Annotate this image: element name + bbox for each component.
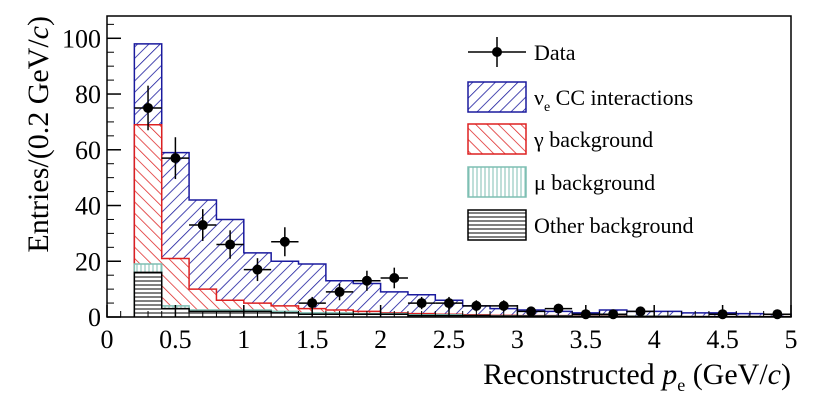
x-tick-label: 5 (785, 325, 798, 354)
data-point (271, 227, 299, 257)
data-marker (170, 153, 181, 164)
data-marker (307, 298, 318, 309)
legend-nue-symbol: ν (534, 85, 544, 110)
data-marker (197, 220, 208, 231)
legend-label-other: Other background (534, 213, 693, 238)
y-tick-label: 80 (75, 80, 101, 109)
legend-entry-data: Data (468, 37, 576, 67)
legend-entry-mu: μ background (467, 166, 655, 198)
x-tick-label: 3 (511, 325, 524, 354)
data-marker (389, 272, 400, 283)
bar-fill-gamma (134, 124, 792, 317)
data-marker (471, 300, 482, 311)
data-point (134, 85, 162, 131)
axis-ticks: 0 0.5 1 1.5 2 2.5 3 3.5 4 4.5 5 0 20 40 60 80 100 (62, 23, 798, 354)
x-tick-label: 0.5 (159, 325, 192, 354)
x-title-sub: e (677, 375, 685, 395)
data-point (243, 258, 272, 282)
legend-entry-nue: νe CC interactions (467, 81, 693, 115)
x-tick-label: 4.5 (706, 325, 739, 354)
data-marker (143, 102, 154, 113)
legend-entry-other: Other background (467, 209, 693, 241)
x-tick-label: 0 (101, 325, 114, 354)
data-point (407, 296, 436, 310)
x-title-prefix: Reconstructed (483, 358, 662, 391)
y-tick-label: 20 (75, 247, 101, 276)
x-tick-label: 2.5 (433, 325, 466, 354)
legend-swatch-other (467, 209, 527, 241)
data-marker (225, 239, 236, 250)
data-point (490, 300, 518, 312)
legend-entry-gamma: γ background (467, 123, 653, 155)
data-marker (334, 286, 345, 297)
data-point (353, 270, 381, 291)
y-axis-title: Entries/(0.2 GeV/c) (22, 16, 55, 253)
legend-label-gamma: γ background (533, 127, 653, 152)
data-marker (498, 300, 509, 311)
x-title-close: ) (781, 358, 791, 391)
x-axis-title: Reconstructed pe (GeV/c) (483, 358, 791, 395)
legend-label-nue: νe CC interactions (534, 85, 693, 115)
legend-swatch-mu (467, 166, 527, 198)
y-tick-label: 60 (75, 136, 101, 165)
data-marker (252, 264, 263, 275)
y-title-close: ) (22, 16, 55, 26)
data-marker (553, 303, 564, 314)
x-tick-label: 1 (237, 325, 250, 354)
legend-swatch-nue (467, 81, 527, 113)
x-tick-label: 2 (374, 325, 387, 354)
legend-swatch-gamma (467, 123, 527, 155)
data-points (134, 85, 791, 320)
x-tick-label: 3.5 (570, 325, 603, 354)
y-title-italic: c (22, 26, 55, 39)
legend-nue-sub: e (544, 100, 550, 115)
legend-nue-rest: CC interactions (550, 85, 693, 110)
data-point (161, 137, 190, 180)
data-point (325, 283, 354, 301)
y-tick-label: 0 (88, 303, 101, 332)
x-title-var: p (660, 358, 677, 391)
x-title-unit: (GeV/ (685, 358, 768, 391)
y-tick-label: 40 (75, 192, 101, 221)
legend-data-marker (492, 47, 502, 57)
data-marker (416, 298, 427, 309)
data-point (216, 230, 244, 259)
data-point (189, 209, 217, 241)
x-tick-label: 4 (648, 325, 661, 354)
y-title-main: Entries/(0.2 GeV/ (22, 39, 55, 253)
bar-fill-other (134, 272, 792, 317)
data-marker (444, 298, 454, 309)
legend-label-mu: μ background (534, 170, 655, 195)
data-point (544, 303, 573, 314)
data-point (462, 300, 491, 312)
data-point (380, 267, 408, 289)
y-tick-label: 100 (62, 24, 101, 53)
x-title-unit-italic: c (768, 358, 781, 391)
x-tick-label: 1.5 (296, 325, 329, 354)
data-marker (361, 275, 372, 286)
legend-label-data: Data (534, 40, 576, 65)
legend: Data νe CC interactions γ background μ b… (467, 37, 693, 241)
data-marker (279, 236, 290, 247)
